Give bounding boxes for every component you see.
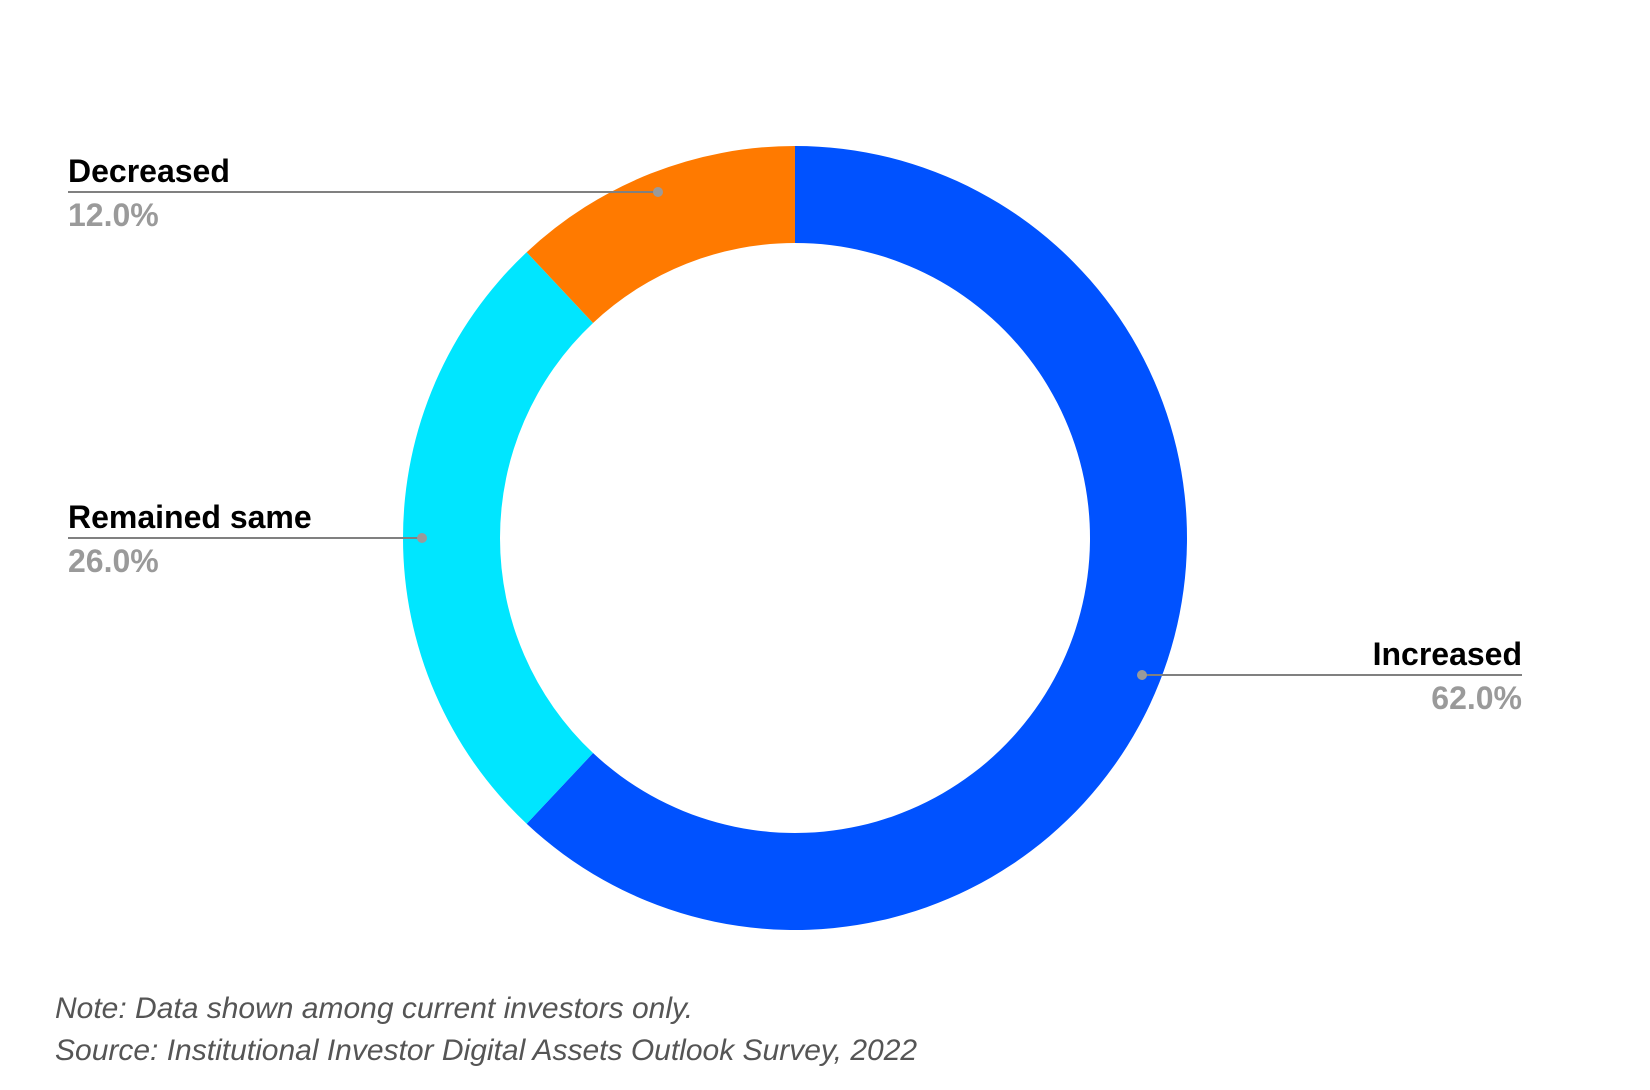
footer-source: Source: Institutional Investor Digital A… — [55, 1034, 918, 1067]
slice-remained-same — [402, 252, 594, 824]
leader-dot-increased — [1137, 670, 1147, 680]
slice-value-decreased: 12.0% — [68, 197, 159, 233]
slice-labels: Increased 62.0% Remained same 26.0% Decrease… — [68, 153, 1522, 716]
slice-label-decreased: Decreased — [68, 153, 230, 189]
slice-value-remained-same: 26.0% — [68, 543, 159, 579]
footer-note: Note: Data shown among current investors… — [55, 992, 694, 1025]
donut-chart: Increased 62.0% Remained same 26.0% Decrease… — [68, 146, 1522, 930]
chart-footer: Note: Data shown among current investors… — [55, 988, 917, 1072]
leader-dot-remained-same — [417, 533, 427, 543]
slice-increased — [526, 146, 1187, 930]
donut-slices — [402, 146, 1187, 930]
leader-dot-decreased — [653, 187, 663, 197]
slice-value-increased: 62.0% — [1431, 680, 1522, 716]
slice-label-increased: Increased — [1373, 636, 1522, 672]
slice-label-remained-same: Remained same — [68, 499, 312, 535]
slice-decreased — [526, 146, 795, 323]
